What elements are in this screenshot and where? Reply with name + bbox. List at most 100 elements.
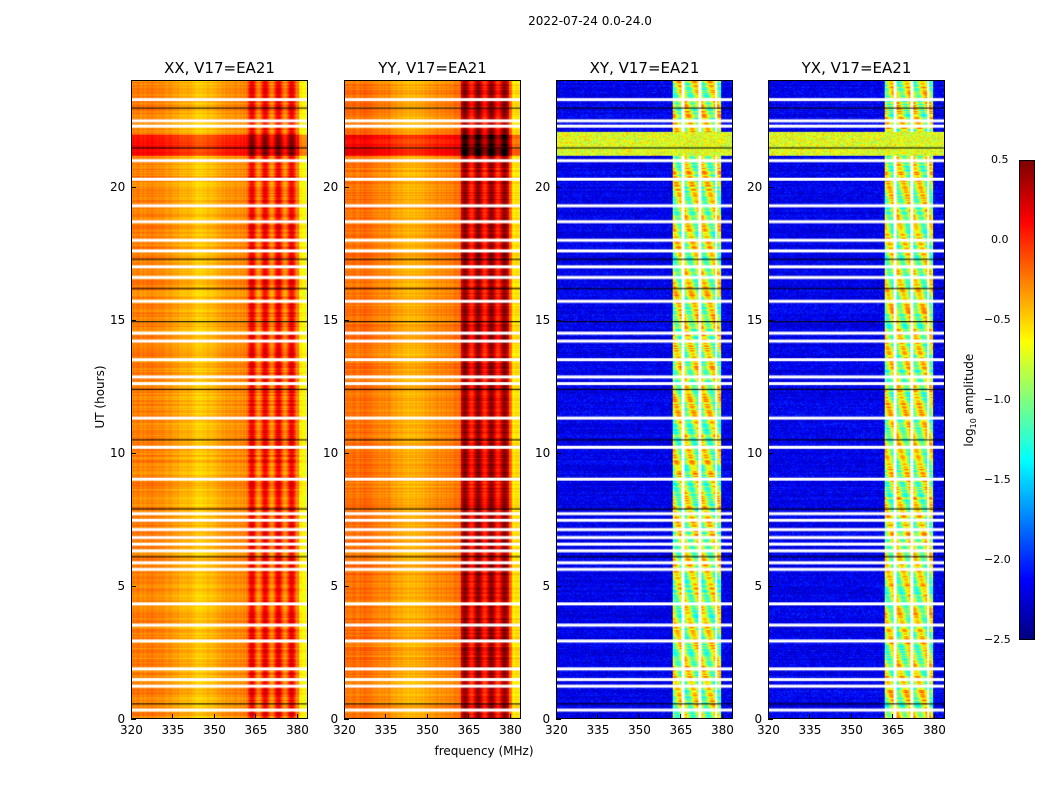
heatmap-image (345, 81, 520, 718)
colorbar-tick-label: −1.0 (984, 393, 1011, 406)
y-tick-mark (556, 452, 561, 454)
y-tick-label: 15 (323, 312, 339, 327)
y-tick-mark (768, 719, 773, 720)
x-tick-label: 335 (798, 723, 822, 737)
x-tick-label: 335 (586, 723, 610, 737)
colorbar-tick-label: −0.5 (984, 313, 1011, 326)
x-tick-mark (768, 714, 769, 719)
x-tick-label: 365 (457, 723, 481, 737)
y-tick-label: 20 (323, 179, 339, 194)
y-tick-mark (131, 319, 136, 321)
y-tick-label: 20 (747, 179, 763, 194)
y-tick-mark (768, 585, 773, 587)
y-tick-mark (131, 452, 136, 454)
x-axis-label: frequency (MHz) (434, 744, 534, 758)
x-tick-mark (255, 714, 257, 719)
y-tick-label: 15 (747, 312, 763, 327)
x-tick-label: 350 (627, 723, 651, 737)
y-tick-mark (344, 585, 349, 587)
x-tick-label: 365 (244, 723, 268, 737)
x-tick-label: 320 (333, 723, 356, 737)
x-tick-label: 320 (757, 723, 780, 737)
y-tick-label: 10 (110, 445, 126, 460)
heatmap-panel-yy (344, 80, 521, 719)
x-tick-mark (296, 714, 298, 719)
y-tick-mark (344, 452, 349, 454)
x-tick-label: 380 (922, 723, 946, 737)
y-tick-label: 5 (330, 578, 339, 593)
y-tick-label: 15 (110, 312, 126, 327)
y-tick-label: 5 (542, 578, 551, 593)
colorbar-tick-label: −1.5 (984, 473, 1011, 486)
figure-title: 2022-07-24 0.0-24.0 (528, 14, 652, 28)
x-tick-mark (638, 714, 640, 719)
panel-title-yx: YX, V17=EA21 (801, 59, 912, 77)
x-tick-label: 350 (839, 723, 863, 737)
x-tick-label: 335 (161, 723, 185, 737)
colorbar-tick-label: 0.5 (991, 153, 1009, 166)
y-tick-mark (556, 319, 561, 321)
x-tick-label: 350 (202, 723, 226, 737)
y-tick-label: 0 (542, 712, 551, 726)
x-tick-mark (809, 714, 811, 719)
x-tick-mark (468, 714, 470, 719)
x-tick-label: 320 (120, 723, 143, 737)
x-tick-mark (892, 714, 894, 719)
panel-title-xx: XX, V17=EA21 (164, 59, 275, 77)
colorbar-tick-label: −2.0 (984, 553, 1011, 566)
x-tick-label: 320 (545, 723, 568, 737)
y-tick-mark (556, 585, 561, 587)
x-tick-label: 380 (498, 723, 522, 737)
x-tick-mark (850, 714, 852, 719)
y-tick-label: 20 (110, 179, 126, 194)
x-tick-mark (426, 714, 428, 719)
y-tick-label: 20 (535, 179, 551, 194)
x-tick-mark (172, 714, 174, 719)
y-tick-label: 5 (117, 578, 126, 593)
heatmap-panel-xx (131, 80, 308, 719)
x-tick-label: 365 (881, 723, 905, 737)
heatmap-panel-xy (556, 80, 733, 719)
x-tick-mark (385, 714, 387, 719)
y-tick-mark (768, 452, 773, 454)
y-axis-label: UT (hours) (93, 365, 107, 429)
y-tick-label: 0 (117, 712, 126, 726)
x-tick-label: 365 (669, 723, 693, 737)
y-tick-label: 10 (747, 445, 763, 460)
y-tick-label: 0 (330, 712, 339, 726)
y-tick-label: 5 (754, 578, 763, 593)
y-tick-mark (768, 319, 773, 321)
x-tick-mark (509, 714, 511, 719)
x-tick-mark (721, 714, 723, 719)
x-tick-mark (131, 714, 132, 719)
y-tick-label: 0 (754, 712, 763, 726)
heatmap-image (769, 81, 944, 718)
y-tick-label: 15 (535, 312, 551, 327)
x-tick-mark (213, 714, 215, 719)
y-tick-mark (556, 186, 561, 188)
y-tick-mark (344, 319, 349, 321)
y-tick-label: 10 (535, 445, 551, 460)
y-tick-label: 10 (323, 445, 339, 460)
x-tick-mark (344, 714, 345, 719)
heatmap-image (557, 81, 732, 718)
y-tick-mark (556, 719, 561, 720)
x-tick-label: 380 (285, 723, 309, 737)
colorbar-tick-label: −2.5 (984, 633, 1011, 646)
x-tick-label: 380 (710, 723, 734, 737)
heatmap-panel-yx (768, 80, 945, 719)
y-tick-mark (344, 186, 349, 188)
y-tick-mark (131, 585, 136, 587)
x-tick-mark (597, 714, 599, 719)
colorbar (1019, 160, 1035, 640)
y-tick-mark (768, 186, 773, 188)
panel-title-xy: XY, V17=EA21 (589, 59, 700, 77)
y-tick-mark (131, 719, 136, 720)
panel-title-yy: YY, V17=EA21 (378, 59, 487, 77)
x-tick-mark (680, 714, 682, 719)
x-tick-mark (556, 714, 557, 719)
colorbar-tick-label: 0.0 (991, 233, 1009, 246)
x-tick-mark (933, 714, 935, 719)
x-tick-label: 350 (415, 723, 439, 737)
